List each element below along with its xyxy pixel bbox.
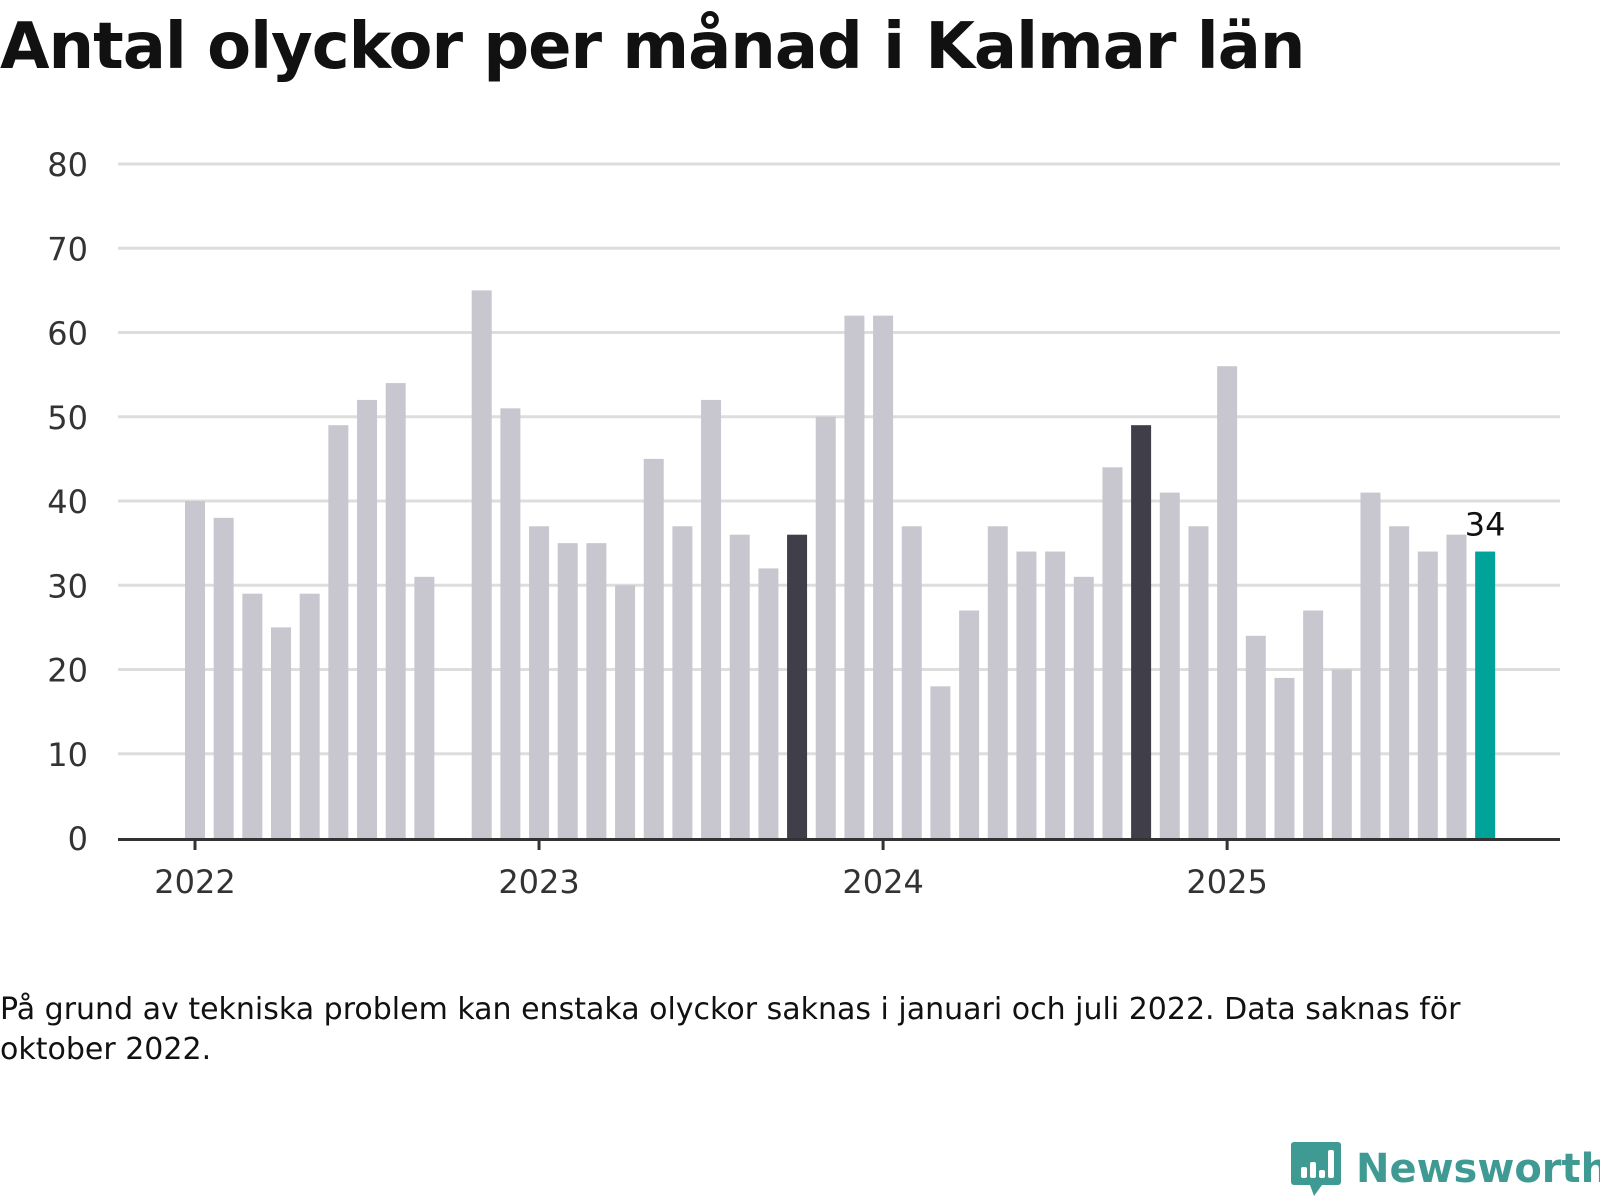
bar-2023-12: [844, 315, 865, 838]
bar-2025-08: [1417, 551, 1438, 838]
bar-2025-01: [1217, 366, 1238, 838]
bar-2022-01: [185, 501, 205, 838]
data-label: 34: [1465, 506, 1506, 544]
bar-2022-11: [471, 290, 492, 838]
y-tick-label: 40: [47, 483, 88, 521]
bar-2023-04: [615, 585, 636, 838]
bar-2023-02: [557, 543, 578, 838]
bar-2023-09: [758, 568, 779, 838]
bar-2024-08: [1073, 576, 1094, 838]
bar-2024-12: [1188, 526, 1209, 838]
bar-2022-04: [271, 627, 292, 838]
bar-2025-06: [1360, 492, 1381, 838]
bar-2022-12: [500, 408, 521, 838]
bar-2024-09: [1102, 467, 1123, 838]
y-tick-label: 60: [47, 315, 88, 353]
x-tick-label: 2024: [842, 863, 923, 901]
newsworthy-logo-icon: [1291, 1142, 1341, 1196]
y-tick-label: 30: [47, 567, 88, 605]
bar-2025-09: [1446, 534, 1467, 838]
y-tick-label: 20: [47, 652, 88, 690]
bar-2024-10: [1131, 425, 1152, 838]
bar-2024-11: [1159, 492, 1180, 838]
chart-title: Antal olyckor per månad i Kalmar län: [0, 10, 1305, 84]
bar-2025-02: [1245, 635, 1266, 838]
bar-2024-05: [987, 526, 1008, 838]
bar-2022-06: [328, 425, 349, 838]
y-tick-label: 0: [68, 820, 88, 858]
y-tick-label: 50: [47, 399, 88, 437]
bar-2022-02: [213, 517, 234, 838]
bar-2024-01: [873, 315, 894, 838]
bar-2022-09: [414, 576, 435, 838]
x-axis-ticks: 2022 2023 2024 2025: [154, 838, 1268, 901]
bar-2024-06: [1016, 551, 1037, 838]
bar-2023-07: [701, 399, 722, 838]
y-tick-label: 10: [47, 736, 88, 774]
x-tick-label: 2023: [498, 863, 579, 901]
bar-2024-03: [930, 686, 951, 838]
newsworthy-logo[interactable]: Newsworthy: [1290, 1140, 1600, 1198]
bar-2023-10: [787, 534, 808, 838]
bar-2025-07: [1389, 526, 1410, 838]
y-tick-label: 80: [47, 146, 88, 184]
bar-2023-01: [529, 526, 550, 838]
bar-2023-05: [643, 458, 664, 838]
brand-name: Newsworthy: [1356, 1146, 1600, 1192]
bar-2022-07: [357, 399, 378, 838]
bar-2023-08: [729, 534, 750, 838]
bar-2024-04: [959, 610, 980, 838]
bar-2025-04: [1303, 610, 1324, 838]
bar-2024-02: [901, 526, 922, 838]
bar-2022-05: [299, 593, 320, 838]
bar-2025-03: [1274, 677, 1295, 838]
footnote: På grund av tekniska problem kan enstaka…: [0, 992, 1461, 1067]
bar-2022-03: [242, 593, 263, 838]
bars: [185, 290, 1496, 838]
bar-chart: 0 10 20 30 40 50 60 70 80 34 2022 2023 2024 2025: [47, 146, 1560, 901]
x-tick-label: 2025: [1186, 863, 1267, 901]
y-tick-label: 70: [47, 230, 88, 268]
data-labels: 34: [1465, 506, 1506, 544]
bar-2022-08: [385, 383, 406, 838]
bar-2025-05: [1331, 669, 1352, 838]
bar-2023-11: [815, 416, 836, 838]
bar-2023-03: [586, 543, 607, 838]
bar-2025-10: [1475, 551, 1496, 838]
bar-2024-07: [1045, 551, 1066, 838]
bar-2023-06: [672, 526, 693, 838]
x-tick-label: 2022: [154, 863, 235, 901]
y-axis-labels: 0 10 20 30 40 50 60 70 80: [47, 146, 88, 858]
